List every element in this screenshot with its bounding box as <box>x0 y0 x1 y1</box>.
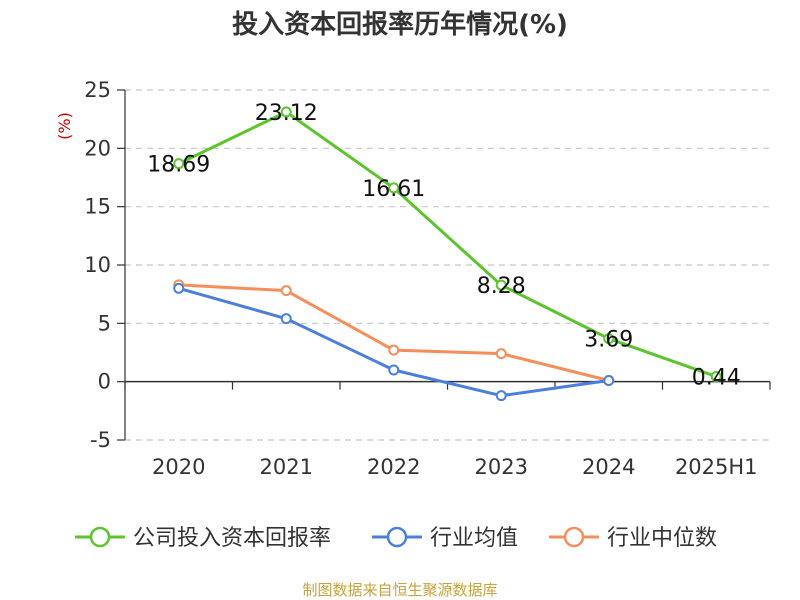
data-point <box>388 364 400 376</box>
x-tick-label: 2025H1 <box>675 455 758 479</box>
data-point <box>495 390 507 402</box>
data-label: 23.12 <box>255 101 318 126</box>
y-tick-label: 5 <box>98 311 111 335</box>
data-point <box>603 375 615 386</box>
legend-swatch-marker <box>89 526 111 548</box>
data-point <box>388 182 400 194</box>
data-point <box>173 282 185 294</box>
data-label: 0.44 <box>692 366 741 391</box>
chart-title: 投入资本回报率历年情况(%) <box>232 9 568 40</box>
data-label: 18.69 <box>147 153 210 178</box>
legend-label: 行业均值 <box>430 526 518 551</box>
x-tick-label: 2022 <box>367 455 420 479</box>
series-line-1 <box>178 286 609 398</box>
data-point <box>495 348 507 360</box>
data-point <box>280 285 292 297</box>
source-note: 制图数据来自恒生聚源数据库 <box>302 581 497 599</box>
y-tick-label: 0 <box>98 370 111 394</box>
x-tick-label: 2020 <box>152 455 205 479</box>
data-label: 3.69 <box>584 328 633 353</box>
y-tick-label: 25 <box>84 78 111 102</box>
legend-label: 行业中位数 <box>607 526 717 551</box>
data-point <box>603 333 615 345</box>
y-axis-label: (%) <box>55 112 74 140</box>
legend-swatch-marker <box>386 526 408 548</box>
data-point <box>280 106 292 118</box>
series-lines <box>178 110 717 398</box>
grid-lines <box>125 89 770 441</box>
x-tick-label: 2024 <box>582 455 635 479</box>
series-points <box>173 106 722 402</box>
y-tick-label: 10 <box>84 253 111 277</box>
y-tick-label: 15 <box>84 195 111 219</box>
data-labels: 18.69 23.12 16.61 8.28 3.69 0.44 <box>147 101 740 391</box>
legend: 公司投入资本回报率 行业均值 行业中位数 <box>75 526 717 551</box>
data-point <box>388 344 400 356</box>
x-tick-labels: 2020 2021 2022 2023 2024 2025H1 <box>152 455 758 479</box>
data-point <box>280 313 292 325</box>
data-point <box>173 158 185 170</box>
y-tick-label: -5 <box>90 428 111 452</box>
data-label: 8.28 <box>477 274 526 299</box>
x-tick-label: 2021 <box>260 455 313 479</box>
legend-label: 公司投入资本回报率 <box>133 526 331 551</box>
data-point <box>495 279 507 291</box>
y-tick-labels: 25 20 15 10 5 0 -5 <box>84 78 111 452</box>
data-label: 16.61 <box>362 177 425 202</box>
x-tick-label: 2023 <box>475 455 528 479</box>
data-point <box>710 371 722 383</box>
series-line-0 <box>178 110 717 378</box>
legend-swatch-marker <box>563 526 585 548</box>
y-tick-label: 20 <box>84 136 111 160</box>
